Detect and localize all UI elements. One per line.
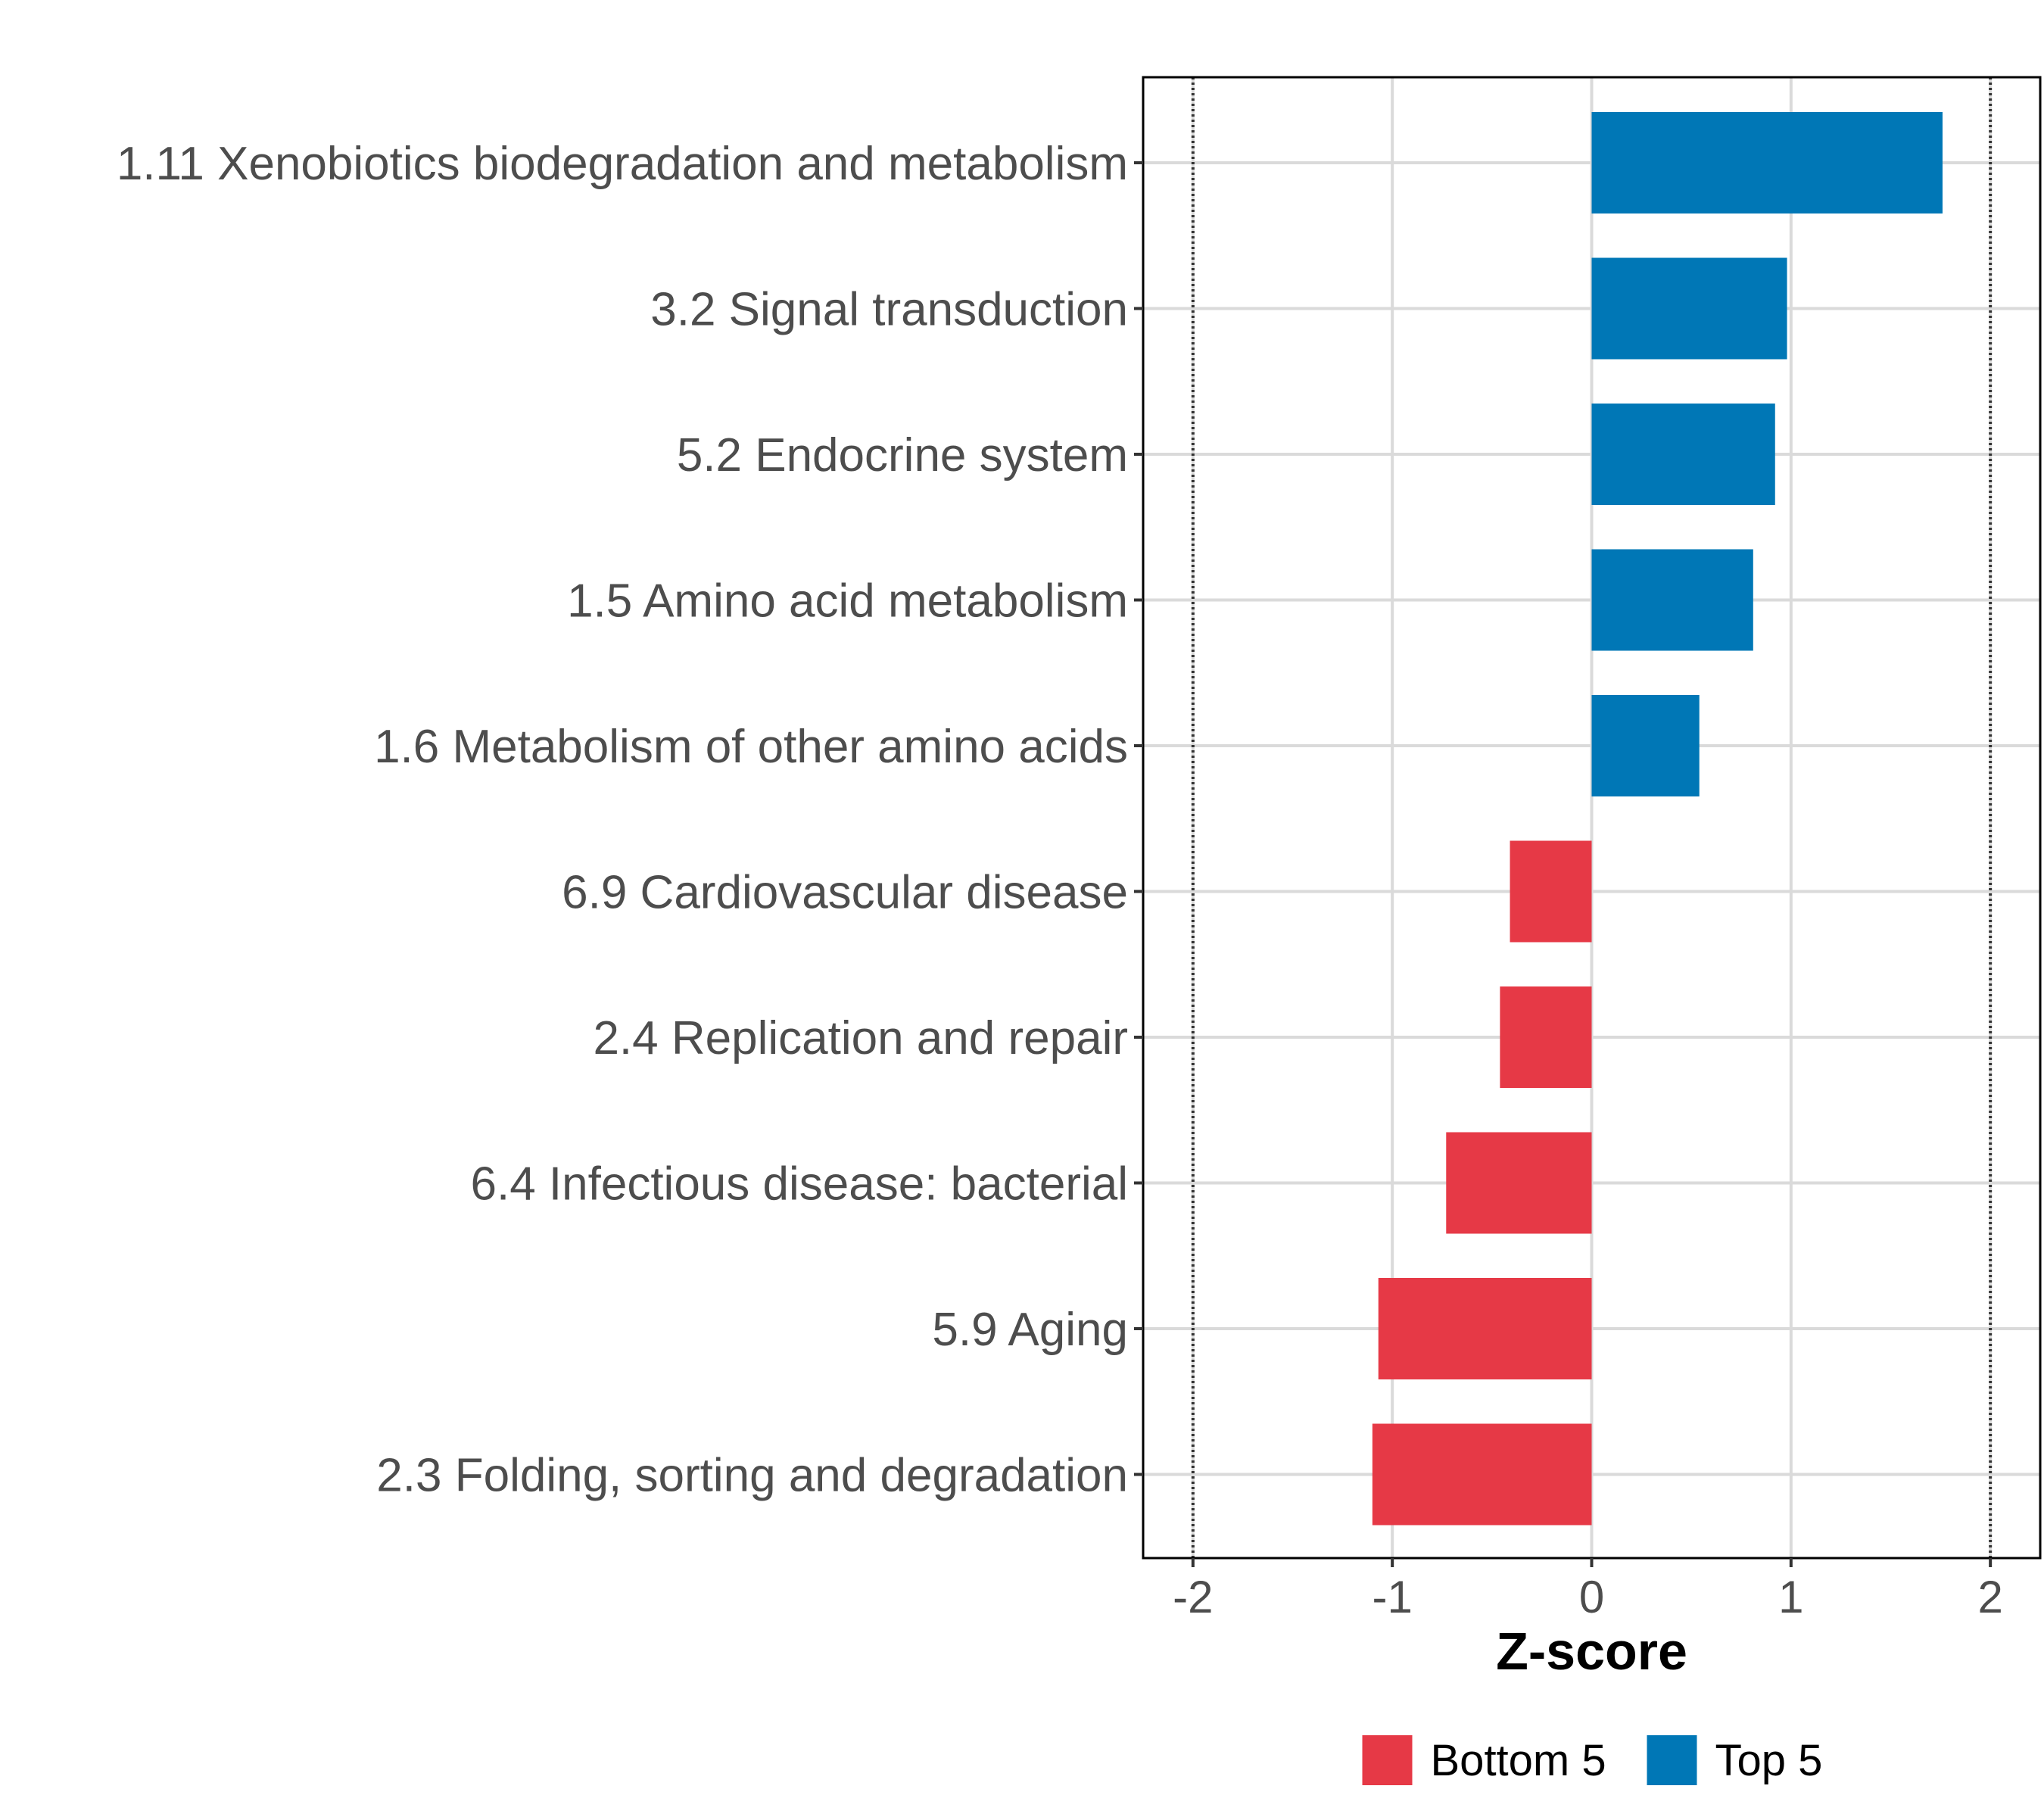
x-tick-label: 0 — [1579, 1572, 1604, 1622]
category-label: 6.4 Infectious disease: bacterial — [470, 1158, 1128, 1211]
x-tick-label: -1 — [1372, 1572, 1412, 1622]
bars — [1372, 112, 1943, 1526]
category-label: 6.9 Cardiovascular disease — [562, 867, 1128, 919]
category-label: 1.11 Xenobiotics biodegradation and meta… — [117, 138, 1128, 190]
legend-label: Bottom 5 — [1431, 1736, 1606, 1785]
category-label: 2.3 Folding, sorting and degradation — [376, 1450, 1128, 1502]
bar — [1591, 112, 1943, 213]
x-tick-label: 1 — [1778, 1572, 1803, 1622]
legend: Bottom 5 Top 5 — [1362, 1735, 1823, 1785]
x-axis-title: Z-score — [1496, 1622, 1687, 1681]
category-label: 5.9 Aging — [932, 1304, 1128, 1356]
category-label: 2.4 Replication and repair — [593, 1012, 1128, 1064]
x-tick-label: 2 — [1977, 1572, 2002, 1622]
bar — [1378, 1278, 1592, 1379]
category-label: 1.5 Amino acid metabolism — [567, 575, 1128, 628]
bar — [1446, 1132, 1592, 1234]
x-tick-label: -2 — [1173, 1572, 1213, 1622]
legend-label: Top 5 — [1715, 1736, 1823, 1785]
category-label: 3.2 Signal transduction — [650, 284, 1128, 336]
bar — [1591, 695, 1700, 796]
bar — [1591, 257, 1787, 360]
bar — [1510, 840, 1592, 943]
legend-key — [1647, 1735, 1697, 1785]
bar — [1591, 404, 1775, 505]
bar — [1591, 549, 1753, 651]
bar — [1500, 986, 1592, 1088]
y-axis: 1.11 Xenobiotics biodegradation and meta… — [117, 138, 1143, 1502]
category-label: 1.6 Metabolism of other amino acids — [374, 721, 1128, 773]
x-axis: -2 -1 0 1 2 — [1173, 1558, 2003, 1622]
category-label: 5.2 Endocrine system — [677, 429, 1128, 482]
legend-key — [1362, 1735, 1413, 1785]
bar — [1372, 1423, 1592, 1526]
